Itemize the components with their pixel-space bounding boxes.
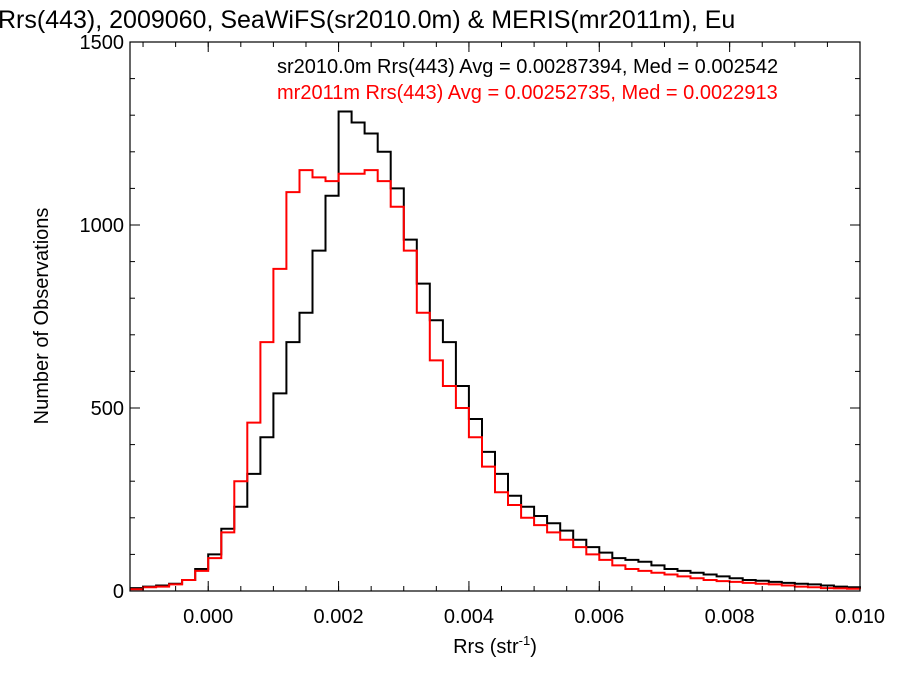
x-axis-label: Rrs (str-1) bbox=[453, 633, 537, 658]
legend-entry-sr2010: sr2010.0m Rrs(443) Avg = 0.00287394, Med… bbox=[277, 56, 778, 78]
legend-entry-mr2011: mr2011m Rrs(443) Avg = 0.00252735, Med =… bbox=[277, 82, 778, 104]
series-layer bbox=[130, 110, 861, 591]
y-axis-label: Number of Observations bbox=[31, 208, 53, 425]
y-tick-label: 1500 bbox=[80, 32, 125, 54]
x-tick-label: 0.010 bbox=[835, 606, 885, 628]
chart-title: Rrs(443), 2009060, SeaWiFS(sr2010.0m) & … bbox=[0, 6, 735, 34]
y-tick-label: 500 bbox=[91, 398, 124, 420]
y-tick-label: 0 bbox=[113, 581, 124, 603]
series-line-mr2011m bbox=[130, 169, 861, 591]
ticks-layer: 0.000 0.002 0.004 0.006 0.008 0.010 0 500 1000 15… bbox=[80, 32, 886, 628]
x-tick-label: 0.004 bbox=[444, 606, 494, 628]
plot-frame bbox=[129, 41, 861, 592]
y-tick-label: 1000 bbox=[80, 215, 125, 237]
x-tick-label: 0.008 bbox=[705, 606, 755, 628]
x-tick-label: 0.006 bbox=[574, 606, 624, 628]
x-tick-label: 0.000 bbox=[183, 606, 233, 628]
x-tick-label: 0.002 bbox=[314, 606, 364, 628]
